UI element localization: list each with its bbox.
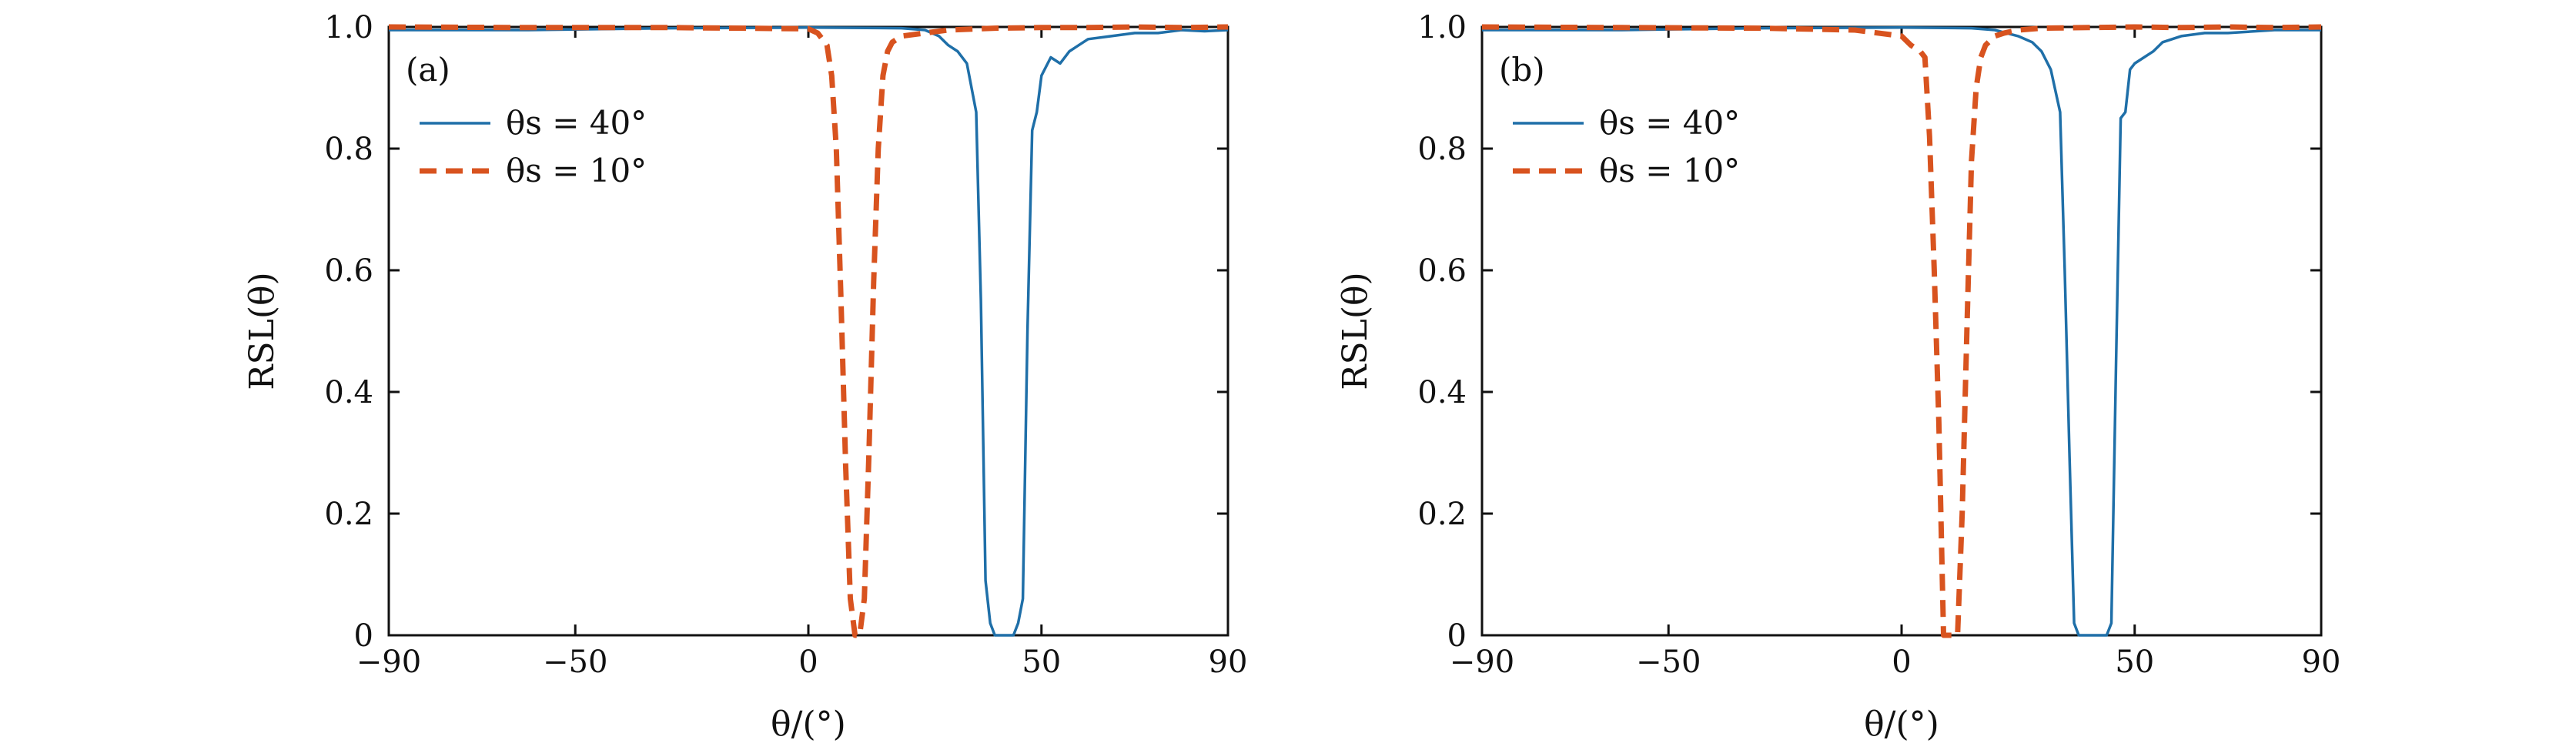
y-tick-label: 0	[1447, 618, 1467, 654]
y-tick-label: 0.8	[1417, 132, 1467, 167]
panel-label: (b)	[1499, 51, 1545, 89]
y-tick-label: 0.2	[1417, 497, 1467, 532]
y-tick-label: 0	[354, 618, 373, 654]
x-tick-label: 0	[798, 645, 818, 680]
x-tick-label: −90	[356, 645, 421, 680]
y-tick-label: 1.0	[1417, 10, 1467, 45]
x-tick-label: −50	[543, 645, 607, 680]
x-tick-label: 0	[1892, 645, 1911, 680]
x-tick-label: −90	[1450, 645, 1514, 680]
legend-label: θs = 40°	[1599, 104, 1740, 142]
series-line-10deg	[1482, 24, 2321, 638]
y-tick-label: 0.2	[324, 497, 373, 532]
x-tick-label: 50	[2115, 645, 2154, 680]
y-tick-label: 0.6	[1417, 253, 1467, 289]
panel-b: −90 −50 0 50 90 0 0.2 0.4 0.6 0.8 1.0 θ/(°) RSL(θ) (b…	[1336, 10, 2340, 744]
x-tick-label: −50	[1636, 645, 1701, 680]
series-line-40deg	[389, 26, 1228, 637]
legend-label: θs = 10°	[1599, 152, 1740, 189]
x-axis-title: θ/(°)	[771, 705, 846, 744]
legend-label: θs = 40°	[506, 104, 647, 142]
x-tick-label: 90	[1209, 645, 1248, 680]
panel-a: −90 −50 0 50 90 0 0.2 0.4 0.6 0.8 1.0 θ/(°) RSL(θ) (a…	[243, 10, 1247, 744]
y-axis-title: RSL(θ)	[243, 272, 282, 390]
x-tick-label: 90	[2302, 645, 2341, 680]
x-tick-label: 50	[1022, 645, 1061, 680]
y-tick-label: 0.8	[324, 132, 373, 167]
y-axis-title: RSL(θ)	[1336, 272, 1375, 390]
panel-label: (a)	[406, 51, 450, 89]
x-axis-title: θ/(°)	[1864, 705, 1939, 744]
series-line-10deg	[389, 24, 1228, 638]
y-tick-label: 0.6	[324, 253, 373, 289]
legend-label: θs = 10°	[506, 152, 647, 189]
y-tick-label: 1.0	[324, 10, 373, 45]
y-tick-label: 0.4	[324, 375, 373, 410]
y-tick-label: 0.4	[1417, 375, 1467, 410]
